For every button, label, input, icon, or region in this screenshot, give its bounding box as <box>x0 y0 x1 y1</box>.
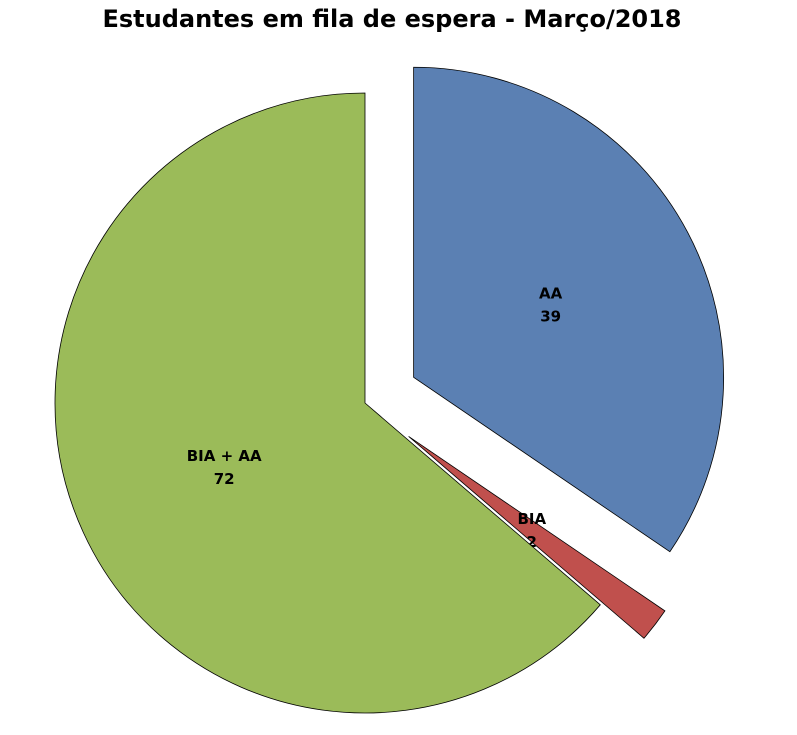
chart-title: Estudantes em fila de espera - Março/201… <box>102 5 681 33</box>
pie-slice <box>408 436 666 639</box>
slice-value: 39 <box>540 307 561 325</box>
slice-label: AA <box>539 284 563 302</box>
slice-value: 72 <box>214 470 235 488</box>
slice-value: 2 <box>527 533 537 551</box>
slice-label: BIA + AA <box>187 447 262 465</box>
pie-slice <box>413 66 724 553</box>
pie-slice <box>54 92 601 714</box>
slice-label: BIA <box>517 510 546 528</box>
